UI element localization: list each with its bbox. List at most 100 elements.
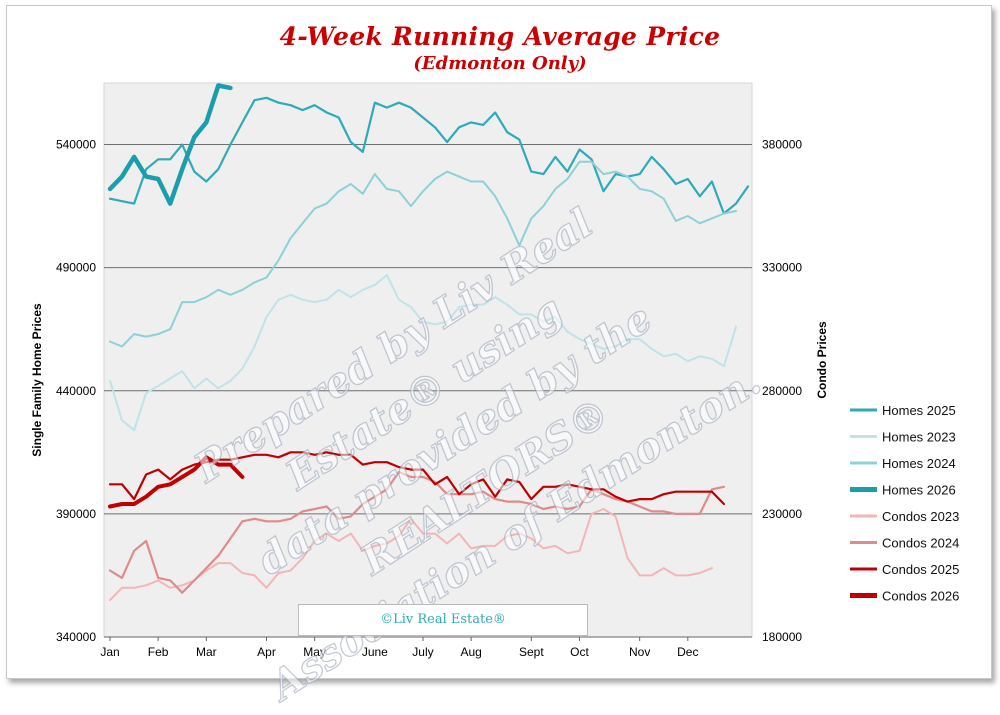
data-point-homes-2024 xyxy=(494,195,497,198)
data-point-condos-2026 xyxy=(241,476,244,478)
data-point-condos-2025 xyxy=(590,488,593,491)
data-point-homes-2023 xyxy=(566,330,569,333)
y-axis-title-right: Condo Prices xyxy=(815,321,829,399)
data-point-homes-2025 xyxy=(650,156,653,158)
data-point-condos-2024 xyxy=(253,518,256,520)
data-point-homes-2023 xyxy=(157,385,159,387)
data-point-homes-2023 xyxy=(675,353,677,355)
data-point-homes-2025 xyxy=(482,124,485,126)
data-point-homes-2023 xyxy=(410,306,412,308)
data-point-homes-2025 xyxy=(398,101,400,104)
data-point-homes-2023 xyxy=(482,303,485,306)
data-point-condos-2023 xyxy=(650,574,653,577)
y-tick-label-right: 180000 xyxy=(762,630,802,644)
data-point-homes-2024 xyxy=(446,170,448,173)
data-point-condos-2026 xyxy=(109,505,111,508)
x-tick-label: Mar xyxy=(196,645,217,659)
data-point-condos-2023 xyxy=(241,572,244,574)
data-point-condos-2025 xyxy=(723,503,725,505)
data-point-condos-2024 xyxy=(145,540,147,542)
data-point-homes-2024 xyxy=(193,301,196,303)
data-point-condos-2024 xyxy=(506,500,509,503)
data-point-homes-2025 xyxy=(542,173,545,175)
series-line-condos-2024 xyxy=(108,470,726,594)
data-point-homes-2025 xyxy=(506,131,509,133)
data-point-homes-2025 xyxy=(446,141,448,143)
data-point-homes-2024 xyxy=(458,175,460,178)
data-point-condos-2024 xyxy=(578,505,581,508)
copyright-box: ©Liv Real Estate® xyxy=(298,604,588,636)
data-point-homes-2024 xyxy=(217,289,220,291)
data-point-condos-2023 xyxy=(229,562,232,564)
data-point-condos-2023 xyxy=(494,545,497,547)
data-point-homes-2023 xyxy=(626,338,629,340)
data-point-homes-2023 xyxy=(181,370,183,372)
x-tick-label: Sept xyxy=(519,645,544,659)
data-point-homes-2024 xyxy=(121,345,123,348)
plot-background xyxy=(103,82,753,638)
data-point-homes-2025 xyxy=(350,141,352,143)
data-point-homes-2025 xyxy=(687,178,689,180)
data-point-condos-2023 xyxy=(398,535,400,537)
data-point-homes-2023 xyxy=(590,343,593,345)
x-tick-label: Feb xyxy=(148,645,169,659)
data-point-condos-2023 xyxy=(422,532,424,535)
data-point-condos-2023 xyxy=(289,569,292,572)
data-point-condos-2025 xyxy=(578,486,581,488)
data-point-homes-2025 xyxy=(241,121,244,124)
data-point-condos-2025 xyxy=(662,493,665,496)
data-point-homes-2025 xyxy=(566,170,569,173)
data-point-homes-2023 xyxy=(542,321,545,323)
data-point-homes-2023 xyxy=(470,303,472,306)
data-point-condos-2023 xyxy=(542,547,545,550)
data-point-condos-2024 xyxy=(169,579,171,582)
data-point-homes-2025 xyxy=(458,126,460,129)
data-point-homes-2023 xyxy=(530,313,533,316)
data-point-homes-2024 xyxy=(265,276,268,279)
data-point-homes-2023 xyxy=(687,360,689,363)
data-point-condos-2023 xyxy=(626,557,629,559)
data-point-homes-2024 xyxy=(699,222,701,225)
legend-label: Homes 2025 xyxy=(882,403,956,418)
data-point-homes-2023 xyxy=(662,355,665,358)
data-point-homes-2023 xyxy=(578,338,581,340)
x-tick-label: Aug xyxy=(460,645,481,659)
legend-label: Condos 2026 xyxy=(882,589,959,604)
data-point-homes-2026 xyxy=(181,168,183,170)
data-point-homes-2025 xyxy=(205,180,208,183)
data-point-condos-2026 xyxy=(157,486,159,488)
data-point-condos-2025 xyxy=(169,478,171,481)
data-point-condos-2024 xyxy=(482,490,485,493)
data-point-condos-2025 xyxy=(205,461,208,464)
data-point-homes-2026 xyxy=(133,156,135,158)
data-point-condos-2024 xyxy=(241,520,244,523)
data-point-condos-2024 xyxy=(602,493,605,496)
data-point-homes-2024 xyxy=(205,296,208,299)
data-point-condos-2023 xyxy=(711,567,713,569)
data-point-condos-2023 xyxy=(265,587,268,589)
data-point-homes-2024 xyxy=(638,188,641,190)
data-point-homes-2024 xyxy=(554,188,557,190)
data-point-homes-2025 xyxy=(434,126,436,129)
data-point-homes-2023 xyxy=(301,298,304,301)
data-point-condos-2025 xyxy=(398,466,400,468)
data-point-homes-2023 xyxy=(494,296,497,299)
data-point-homes-2024 xyxy=(578,161,581,163)
data-point-condos-2025 xyxy=(614,495,617,498)
data-point-homes-2025 xyxy=(662,168,665,170)
data-point-condos-2025 xyxy=(133,498,135,500)
data-point-condos-2025 xyxy=(109,483,111,486)
data-point-homes-2026 xyxy=(145,175,147,178)
data-point-homes-2023 xyxy=(735,326,737,328)
data-point-condos-2025 xyxy=(241,456,244,459)
data-point-homes-2024 xyxy=(337,190,340,193)
data-point-homes-2024 xyxy=(181,301,183,303)
data-point-homes-2026 xyxy=(169,202,171,205)
data-point-condos-2025 xyxy=(277,456,280,459)
data-point-homes-2025 xyxy=(169,158,171,161)
legend-label: Condos 2025 xyxy=(882,562,959,577)
data-point-condos-2025 xyxy=(325,451,328,454)
y-tick-label-left: 340000 xyxy=(56,630,96,644)
data-point-condos-2024 xyxy=(289,518,292,520)
data-point-homes-2024 xyxy=(530,217,533,220)
